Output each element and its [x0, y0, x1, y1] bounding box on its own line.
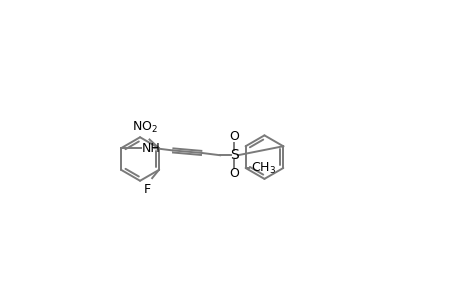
Text: S: S: [230, 148, 238, 162]
Text: O: O: [229, 130, 239, 143]
Text: O: O: [229, 167, 239, 180]
Text: NO$_2$: NO$_2$: [132, 119, 157, 135]
Text: NH: NH: [142, 142, 161, 154]
Text: F: F: [143, 183, 150, 196]
Text: CH$_3$: CH$_3$: [250, 160, 275, 175]
